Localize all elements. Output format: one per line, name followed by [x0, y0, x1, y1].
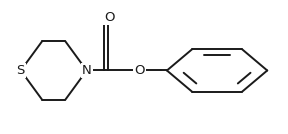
Text: S: S: [17, 64, 25, 77]
Text: O: O: [104, 11, 114, 24]
Text: O: O: [134, 64, 145, 77]
Text: N: N: [82, 64, 92, 77]
